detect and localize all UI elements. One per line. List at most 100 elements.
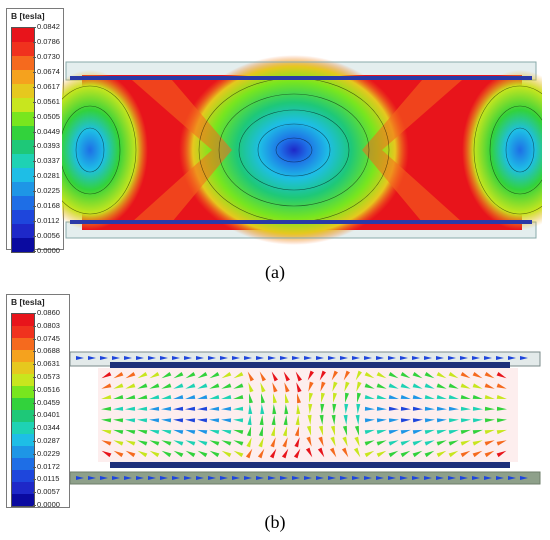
legend-swatch <box>12 84 34 98</box>
field-arrow <box>149 440 160 446</box>
boundary-arrow <box>292 356 300 360</box>
field-arrow <box>285 393 289 404</box>
field-arrow <box>149 418 160 423</box>
boundary-arrow <box>316 356 324 360</box>
field-arrow <box>294 426 300 437</box>
field-arrow <box>320 403 325 414</box>
field-arrow <box>209 440 220 446</box>
field-arrow <box>185 372 196 379</box>
field-arrow <box>137 418 148 423</box>
boundary-arrow <box>316 476 324 480</box>
field-arrow <box>448 429 459 435</box>
field-arrow <box>173 440 184 446</box>
boundary-arrow <box>280 476 288 480</box>
legend-tick-mark <box>33 402 36 404</box>
boundary-arrow <box>76 356 84 360</box>
field-arrow <box>472 383 483 389</box>
legend-a: B [tesla] 0.0842 0.0786 0.0730 0.0674 0.0617… <box>6 8 64 255</box>
field-arrow <box>149 395 160 399</box>
field-arrow <box>137 429 148 435</box>
field-arrow <box>318 436 324 447</box>
panel-b: B [tesla] 0.0860 0.0803 0.0745 0.0688 0.0631… <box>0 290 550 540</box>
field-arrow <box>484 372 495 379</box>
field-arrow <box>400 440 411 446</box>
field-arrow <box>197 372 208 379</box>
field-arrow <box>221 440 232 446</box>
field-arrow <box>248 404 253 415</box>
legend-swatch <box>12 224 34 238</box>
field-arrow <box>412 395 423 399</box>
field-arrow <box>388 372 399 379</box>
boundary-arrow <box>88 356 96 360</box>
boundary-arrow <box>508 356 516 360</box>
legend-tick-label: 0.0112 <box>37 216 60 226</box>
field-arrow <box>248 382 254 393</box>
legend-tick-mark <box>33 236 36 238</box>
boundary-arrow <box>352 356 360 360</box>
field-arrow <box>113 372 124 379</box>
field-arrow <box>137 440 148 446</box>
boundary-arrow <box>232 476 240 480</box>
legend-tick-mark <box>33 351 36 353</box>
legend-tick-mark <box>33 161 36 163</box>
field-arrow <box>376 406 387 411</box>
field-arrow <box>125 429 136 435</box>
boundary-arrow <box>208 476 216 480</box>
field-arrow <box>245 448 253 459</box>
boundary-arrow <box>88 476 96 480</box>
field-arrow <box>460 429 471 435</box>
field-arrow <box>376 418 387 423</box>
boundary-arrow <box>412 356 420 360</box>
field-arrow <box>330 425 336 436</box>
field-arrow <box>149 450 160 458</box>
legend-tick-label: 0.0000 <box>37 500 60 509</box>
legend-tick-mark <box>33 492 36 494</box>
field-arrow <box>436 440 447 446</box>
legend-tick-label: 0.0573 <box>37 372 60 381</box>
field-arrow <box>388 440 399 446</box>
boundary-arrow <box>172 356 180 360</box>
field-arrow <box>185 450 196 458</box>
field-arrow <box>296 404 301 415</box>
boundary-arrow <box>400 476 408 480</box>
field-arrow <box>472 440 483 446</box>
field-arrow <box>448 418 459 423</box>
field-arrow <box>484 450 495 458</box>
field-arrow <box>436 372 447 379</box>
field-arrow <box>233 372 244 379</box>
field-arrow <box>197 440 208 446</box>
field-arrow <box>249 393 253 404</box>
field-arrow <box>125 450 136 458</box>
field-arrow <box>125 383 136 389</box>
field-arrow <box>448 440 459 446</box>
legend-a-colorbar <box>11 27 35 253</box>
boundary-arrow <box>328 356 336 360</box>
legend-b: B [tesla] 0.0860 0.0803 0.0745 0.0688 0.0631… <box>6 294 70 509</box>
boundary-arrow <box>124 356 132 360</box>
field-arrow <box>270 426 276 437</box>
field-arrow <box>149 406 160 411</box>
field-arrow <box>101 383 112 389</box>
field-arrow <box>271 371 278 382</box>
legend-tick-label: 0.0401 <box>37 410 60 420</box>
field-arrow <box>412 418 423 423</box>
field-arrow <box>137 395 148 399</box>
legend-swatch <box>12 182 34 196</box>
field-arrow <box>259 415 264 426</box>
field-arrow <box>221 418 232 423</box>
legend-tick-label: 0.0674 <box>37 66 60 76</box>
boundary-arrow <box>436 476 444 480</box>
boundary-arrow <box>304 356 312 360</box>
legend-tick-label: 0.0337 <box>37 156 60 166</box>
field-arrow <box>125 406 136 411</box>
field-arrow <box>344 403 349 414</box>
legend-swatch <box>12 98 34 112</box>
boundary-arrow <box>388 476 396 480</box>
field-arrow <box>412 383 423 389</box>
field-arrow <box>484 440 495 446</box>
field-arrow <box>257 448 265 459</box>
field-arrow <box>484 395 495 399</box>
field-arrow <box>424 440 435 446</box>
legend-tick-label: 0.0459 <box>37 397 60 407</box>
field-arrow <box>424 406 435 411</box>
